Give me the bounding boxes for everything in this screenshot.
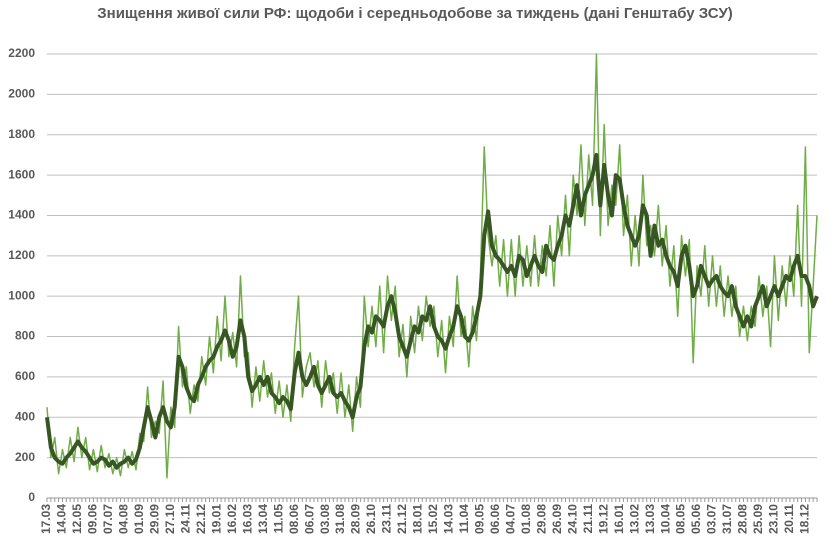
x-tick-label: 14.04 <box>55 504 69 534</box>
x-tick-label: 03.08 <box>318 504 332 534</box>
x-tick-label: 28.09 <box>349 504 363 534</box>
y-tick-label: 2000 <box>8 87 35 101</box>
x-tick-label: 14.03 <box>442 504 456 534</box>
x-tick-label: 24.10 <box>565 504 579 534</box>
x-tick-label: 29.08 <box>534 504 548 534</box>
x-tick-label: 27.10 <box>163 504 177 534</box>
x-tick-label: 25.09 <box>751 504 765 534</box>
x-tick-label: 24.11 <box>178 504 192 534</box>
x-tick-label: 01.09 <box>132 504 146 534</box>
x-tick-label: 26.09 <box>550 504 564 534</box>
x-tick-label: 07.07 <box>101 504 115 534</box>
x-tick-label: 08.05 <box>674 504 688 534</box>
x-tick-label: 06.07 <box>302 504 316 534</box>
x-tick-label: 15.02 <box>426 504 440 534</box>
x-tick-label: 18.01 <box>411 504 425 534</box>
x-tick-label: 21.11 <box>581 504 595 534</box>
x-tick-label: 01.08 <box>519 504 533 534</box>
chart-title: Знищення живої сили РФ: щодоби і середнь… <box>97 5 733 22</box>
x-tick-label: 04.08 <box>117 504 131 534</box>
x-tick-label: 16.03 <box>240 504 254 534</box>
x-tick-label: 06.06 <box>488 504 502 534</box>
y-tick-label: 1800 <box>8 127 35 141</box>
x-tick-label: 23.11 <box>380 504 394 534</box>
y-tick-label: 1000 <box>8 288 35 302</box>
x-tick-label: 11.04 <box>457 504 471 534</box>
series-line <box>45 152 819 470</box>
x-tick-label: 16.02 <box>225 504 239 534</box>
x-tick-label: 11.05 <box>271 504 285 534</box>
y-tick-label: 800 <box>15 329 35 343</box>
x-tick-label: 31.08 <box>333 504 347 534</box>
y-tick-label: 200 <box>15 450 35 464</box>
x-tick-label: 19.01 <box>209 504 223 534</box>
y-tick-label: 1600 <box>8 167 35 181</box>
y-tick-label: 2200 <box>8 46 35 60</box>
y-tick-label: 1200 <box>8 248 35 262</box>
x-tick-label: 23.10 <box>767 504 781 534</box>
x-tick-label: 16.01 <box>612 504 626 534</box>
x-tick-label: 10.04 <box>658 504 672 534</box>
x-tick-label: 13.03 <box>643 504 657 534</box>
x-tick-label: 08.06 <box>287 504 301 534</box>
y-tick-label: 0 <box>28 490 35 504</box>
x-tick-label: 21.12 <box>395 504 409 534</box>
x-tick-label: 09.05 <box>473 504 487 534</box>
x-tick-label: 18.12 <box>798 504 812 534</box>
x-tick-label: 17.03 <box>39 504 53 534</box>
x-tick-label: 13.04 <box>256 504 270 534</box>
x-tick-label: 09.06 <box>86 504 100 534</box>
y-tick-label: 600 <box>15 369 35 383</box>
x-tick-label: 20.11 <box>782 504 796 534</box>
x-tick-label: 12.05 <box>70 504 84 534</box>
x-tick-label: 03.07 <box>705 504 719 534</box>
x-tick-label: 28.08 <box>736 504 750 534</box>
x-tick-label: 05.06 <box>689 504 703 534</box>
y-tick-label: 400 <box>15 409 35 423</box>
x-tick-label: 22.12 <box>194 504 208 534</box>
y-tick-label: 1400 <box>8 208 35 222</box>
x-tick-label: 19.12 <box>596 504 610 534</box>
x-tick-label: 13.02 <box>627 504 641 534</box>
x-tick-label: 04.07 <box>503 504 517 534</box>
x-tick-label: 26.10 <box>364 504 378 534</box>
x-tick-label: 31.07 <box>720 504 734 534</box>
x-tick-label: 29.09 <box>148 504 162 534</box>
